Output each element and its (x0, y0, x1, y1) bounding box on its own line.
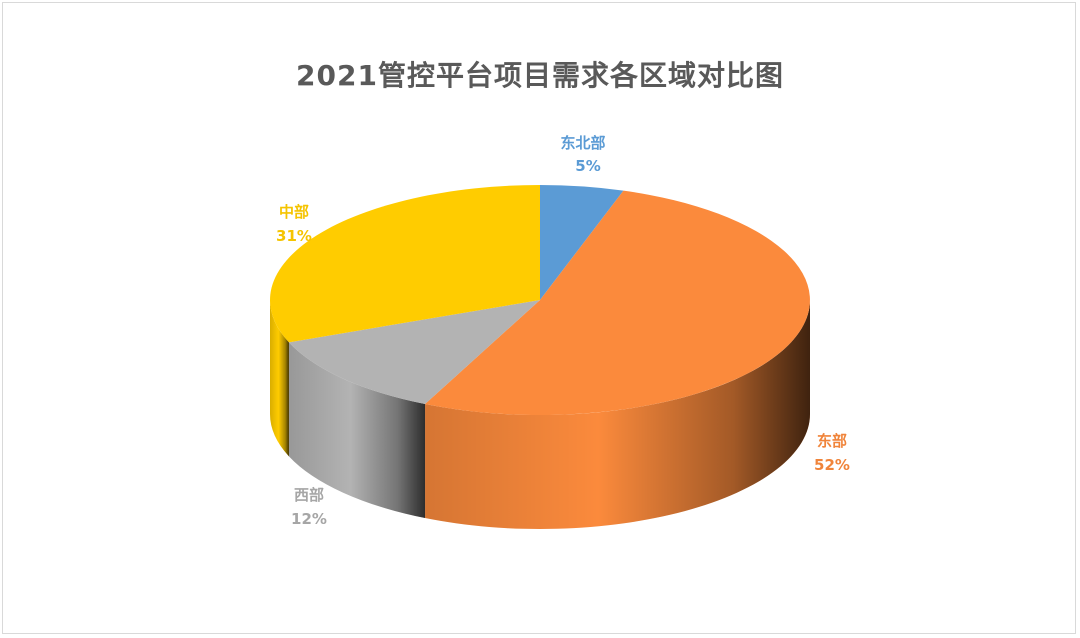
pie-slice-central (270, 185, 540, 343)
pie-side-shade-west (288, 342, 426, 519)
label-central-pct: 31% (276, 227, 312, 245)
label-west-name: 西部 (294, 486, 324, 504)
pie-slice-west (288, 300, 540, 405)
label-northeast-pct: 5% (575, 157, 600, 175)
pie-slice-northeast (540, 185, 624, 300)
label-west-pct: 12% (291, 510, 327, 528)
pie-side-shade-east (425, 300, 810, 530)
label-central-name: 中部 (279, 203, 309, 221)
label-northeast-name: 东北部 (560, 134, 605, 152)
label-east-pct: 52% (814, 456, 850, 474)
pie-side-shade-central (270, 300, 289, 457)
pie-slice-east (425, 190, 810, 415)
label-east-name: 东部 (817, 432, 847, 450)
chart-title: 2021管控平台项目需求各区域对比图 (296, 59, 784, 92)
